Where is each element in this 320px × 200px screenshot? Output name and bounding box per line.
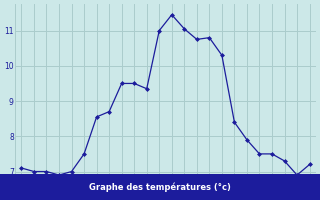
Text: Graphe des températures (°c): Graphe des températures (°c)	[89, 182, 231, 192]
